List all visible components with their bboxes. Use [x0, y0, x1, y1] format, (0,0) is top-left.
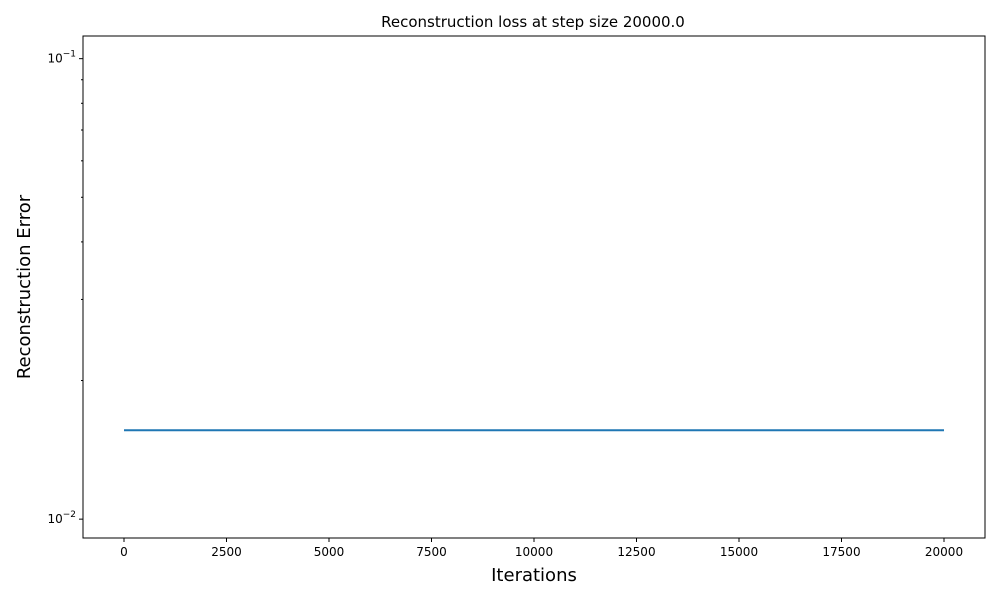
- x-axis: 0 2500 5000 7500 10000 12500 15000 17500 20000: [120, 538, 963, 559]
- y-tick-label: 10−1: [47, 50, 76, 66]
- x-tick-label: 20000: [925, 545, 963, 559]
- y-axis-label: Reconstruction Error: [14, 194, 35, 379]
- chart-title: Reconstruction loss at step size 20000.0: [381, 13, 685, 31]
- x-tick-label: 15000: [720, 545, 758, 559]
- x-axis-label: Iterations: [491, 565, 577, 586]
- x-tick-label: 7500: [416, 545, 447, 559]
- y-tick-label: 10−2: [47, 510, 76, 526]
- x-tick-label: 10000: [515, 545, 553, 559]
- x-tick-label: 5000: [314, 545, 345, 559]
- y-axis: 10−1 10−2: [47, 50, 83, 526]
- x-tick-label: 2500: [211, 545, 242, 559]
- x-tick-label: 17500: [822, 545, 860, 559]
- x-tick-label: 0: [120, 545, 128, 559]
- plot-frame: [82, 35, 986, 539]
- x-tick-label: 12500: [617, 545, 655, 559]
